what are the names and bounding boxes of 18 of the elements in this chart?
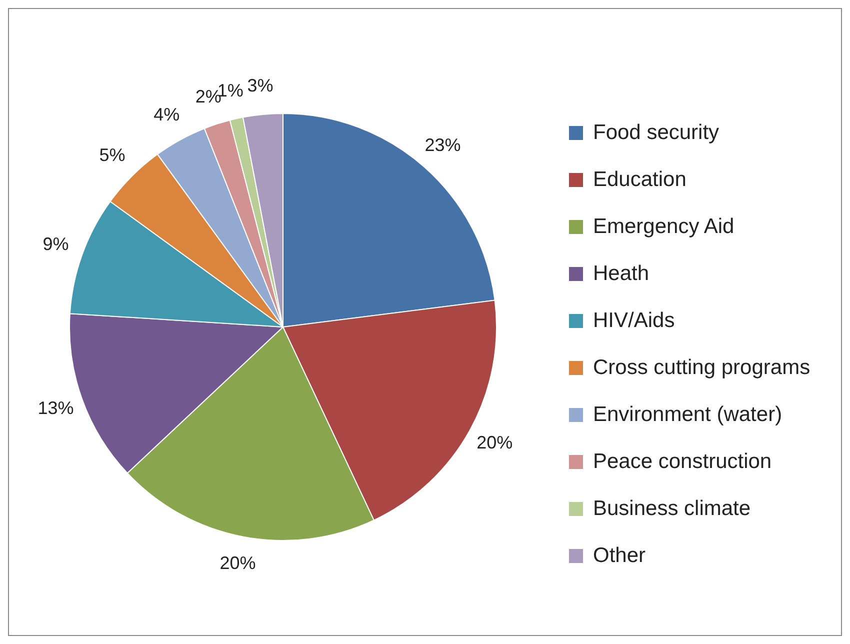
legend-label: Emergency Aid [593,214,734,238]
data-label: 13% [38,398,74,418]
legend-label: Education [593,168,686,192]
data-label: 20% [220,553,256,574]
legend-label: Heath [593,262,650,286]
legend-label: Other [593,544,646,568]
legend-label: Business climate [593,496,751,520]
data-label: 20% [476,432,513,452]
legend-label: Cross cutting programs [593,356,810,380]
data-label: 3% [247,76,274,96]
legend-label: Environment (water) [593,402,782,426]
legend-label: HIV/Aids [593,308,675,332]
data-label: 23% [424,134,461,155]
data-label: 9% [42,234,69,254]
legend-label: Food security [593,120,720,144]
data-label: 5% [99,145,126,166]
data-label: 4% [154,104,180,124]
legend-label: Peace construction [593,450,772,474]
